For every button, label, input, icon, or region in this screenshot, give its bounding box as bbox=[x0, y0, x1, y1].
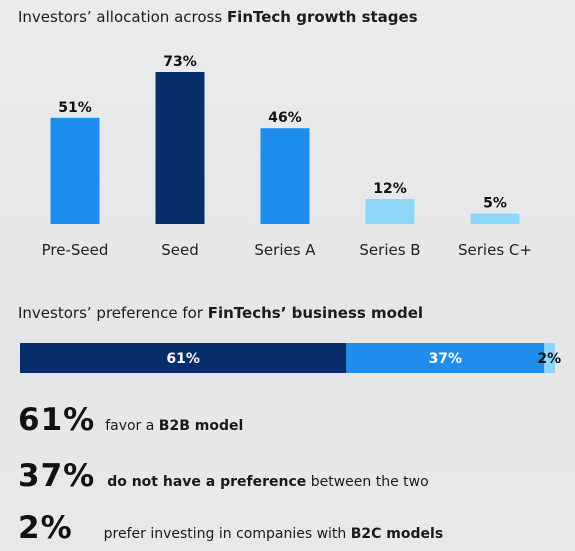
stat-text: favor a B2B model bbox=[105, 418, 244, 434]
stacked-bar-title: Investors’ preference for FinTechs’ busi… bbox=[18, 304, 423, 322]
bar-pre-seed bbox=[50, 117, 100, 224]
category-tick-label: Seed bbox=[161, 241, 199, 259]
category-tick-label: Series C+ bbox=[458, 241, 532, 259]
bar-series-c- bbox=[470, 213, 520, 224]
bar-value-label: 12% bbox=[373, 181, 407, 197]
stat-text: do not have a preference between the two bbox=[107, 474, 429, 490]
category-tick-label: Pre-Seed bbox=[42, 241, 109, 259]
stat-value: 2% bbox=[18, 510, 73, 546]
bar-value-label: 46% bbox=[268, 110, 302, 126]
stat-b2b: 61% favor a B2B model bbox=[18, 402, 243, 438]
segment-no-preference bbox=[346, 343, 545, 373]
stat-b2c: 2% prefer investing in companies with B2… bbox=[18, 510, 443, 546]
growth-stage-bar-chart: 51% Pre-Seed 73% Seed 46% Series A 12% Series B… bbox=[42, 54, 532, 259]
bar-value-label: 73% bbox=[163, 54, 197, 70]
category-tick-label: Series B bbox=[359, 241, 420, 259]
title-prefix: Investors’ preference for bbox=[18, 304, 208, 322]
bar-value-label: 5% bbox=[483, 196, 507, 212]
segment-value-label: 61% bbox=[166, 351, 200, 367]
bar-series-a bbox=[260, 128, 310, 224]
stat-text: prefer investing in companies with B2C m… bbox=[103, 526, 444, 542]
title-bold: FinTech growth stages bbox=[226, 8, 418, 26]
stat-value: 61% bbox=[18, 402, 96, 438]
segment-b2b bbox=[20, 343, 347, 373]
business-model-stacked-bar: 61% 37% 2% bbox=[20, 343, 561, 373]
bar-seed bbox=[155, 72, 205, 224]
bar-series-b bbox=[365, 199, 415, 224]
bar-chart-title: Investors’ allocation across FinTech gro… bbox=[18, 8, 418, 26]
title-bold: FinTechs’ business model bbox=[207, 304, 424, 322]
stat-value: 37% bbox=[18, 458, 96, 494]
category-tick-label: Series A bbox=[254, 241, 316, 259]
segment-value-label: 2% bbox=[537, 351, 561, 367]
bar-value-label: 51% bbox=[58, 100, 92, 116]
segment-b2c bbox=[544, 343, 555, 373]
title-prefix: Investors’ allocation across bbox=[18, 8, 227, 26]
segment-value-label: 37% bbox=[429, 351, 463, 367]
stat-no-preference: 37% do not have a preference between the… bbox=[18, 458, 429, 494]
